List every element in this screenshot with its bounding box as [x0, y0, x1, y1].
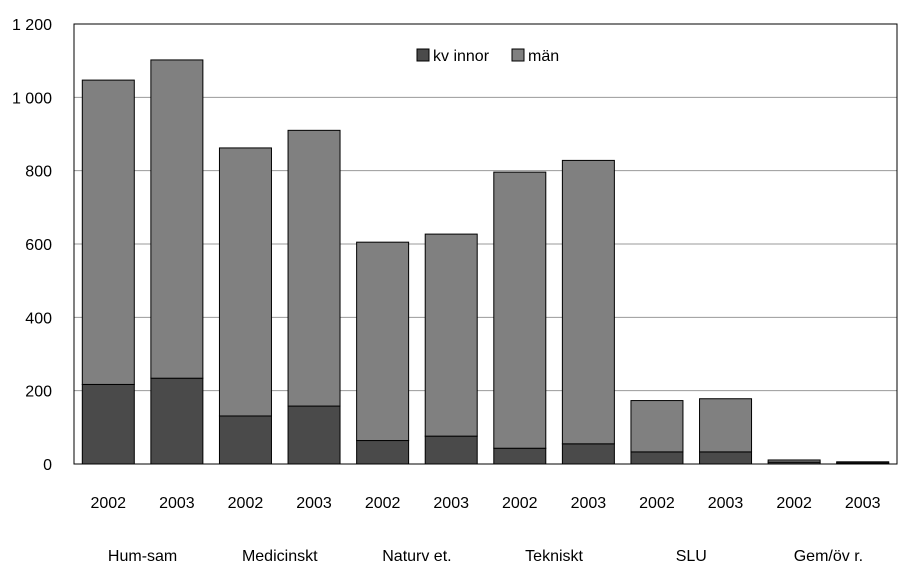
- group-label: SLU: [676, 548, 707, 565]
- bar-segment-man: [836, 461, 890, 464]
- bar-segment-kvinnor: [699, 451, 753, 465]
- bar-segment-man: [150, 59, 204, 379]
- bar-segment-kvinnor: [630, 451, 684, 465]
- group-label: Hum-sam: [108, 548, 177, 565]
- y-tick-label: 1 000: [12, 90, 52, 107]
- x-tick-label: 2003: [433, 495, 469, 512]
- y-tick-label: 200: [25, 384, 52, 401]
- bar-segment-man: [493, 171, 547, 449]
- bar-segment-man: [424, 233, 478, 437]
- x-tick-label: 2003: [296, 495, 332, 512]
- x-axis-ticks: 2002 2003 2002 2003 2002 2003 2002 2003 2002 2003…: [90, 495, 880, 512]
- x-tick-label: 2002: [639, 495, 675, 512]
- x-tick-label: 2002: [776, 495, 812, 512]
- bar-segment-man: [699, 398, 753, 453]
- legend-label-man: män: [528, 48, 559, 65]
- y-axis-ticks: 0 200 400 600 800 1 000 1 200: [12, 17, 52, 474]
- legend: kv innor män: [416, 48, 559, 65]
- y-tick-label: 400: [25, 310, 52, 327]
- x-tick-label: 2002: [365, 495, 401, 512]
- bar-segment-man: [287, 129, 341, 407]
- group-label: Medicinskt: [242, 548, 318, 565]
- y-tick-label: 0: [43, 457, 52, 474]
- bar-segment-kvinnor: [561, 443, 615, 465]
- y-tick-label: 800: [25, 164, 52, 181]
- x-tick-label: 2003: [571, 495, 607, 512]
- bar-segment-man: [218, 147, 272, 417]
- x-tick-label: 2003: [708, 495, 744, 512]
- legend-label-kvinnor: kv innor: [433, 48, 490, 65]
- y-tick-label: 600: [25, 237, 52, 254]
- x-tick-label: 2003: [845, 495, 881, 512]
- x-tick-label: 2002: [228, 495, 264, 512]
- legend-swatch-man: [511, 48, 525, 62]
- bar-segment-man: [356, 241, 410, 442]
- bar-segment-man: [630, 400, 684, 453]
- gridlines: [74, 96, 897, 392]
- bar-segment-man: [767, 459, 821, 463]
- bar-segment-man: [561, 159, 615, 445]
- bar-segment-kvinnor: [287, 405, 341, 465]
- y-tick-label: 1 200: [12, 17, 52, 34]
- plot-area-frame: [73, 23, 898, 465]
- bar-segment-kvinnor: [81, 383, 135, 465]
- bars: [81, 59, 890, 465]
- legend-swatch-kvinnor: [416, 48, 430, 62]
- bar-segment-kvinnor: [493, 447, 547, 465]
- x-tick-label: 2002: [90, 495, 126, 512]
- category-group-labels: Hum-sam Medicinskt Naturv et. Tekniskt SLU Ge…: [108, 548, 863, 565]
- bar-segment-man: [81, 79, 135, 385]
- bar-segment-kvinnor: [424, 435, 478, 465]
- group-label: Tekniskt: [525, 548, 583, 565]
- bar-segment-kvinnor: [356, 440, 410, 465]
- x-tick-label: 2002: [502, 495, 538, 512]
- x-tick-label: 2003: [159, 495, 195, 512]
- bar-segment-kvinnor: [150, 377, 204, 465]
- bar-segment-kvinnor: [218, 415, 272, 465]
- group-label: Gem/öv r.: [794, 548, 863, 565]
- group-label: Naturv et.: [382, 548, 451, 565]
